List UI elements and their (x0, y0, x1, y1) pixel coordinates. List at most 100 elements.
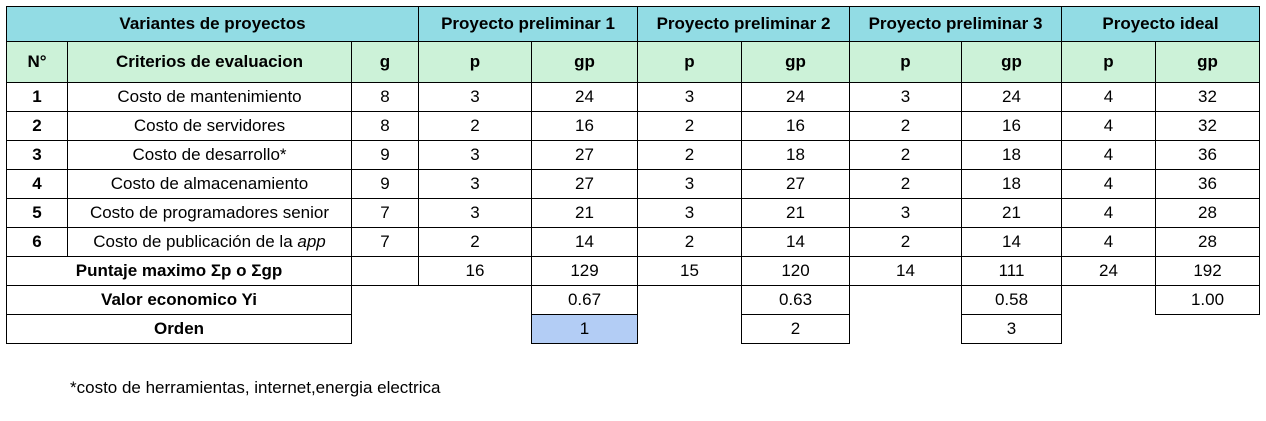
p-header: p (1061, 41, 1156, 83)
project-2-header: Proyecto preliminar 2 (637, 6, 850, 42)
score-cell: 18 (961, 140, 1062, 170)
score-cell: 2 (418, 227, 532, 257)
table-row: 5 Costo de programadores senior 7 3 21 3… (6, 198, 1260, 228)
p-header: p (418, 41, 532, 83)
header-row: Variantes de proyectos Proyecto prelimin… (6, 6, 1260, 42)
variants-header: Variantes de proyectos (6, 6, 419, 42)
orden-cell: 3 (961, 314, 1062, 344)
row-number: 2 (6, 111, 68, 141)
row-number: 5 (6, 198, 68, 228)
row-number: 4 (6, 169, 68, 199)
criterion-italic-text: app (297, 232, 326, 251)
subheader-row: N° Criterios de evaluacion g p gp p gp p… (6, 41, 1260, 83)
weight-cell: 7 (351, 227, 419, 257)
table-row: 6 Costo de publicación de la app 7 2 14 … (6, 227, 1260, 257)
score-cell: 14 (961, 227, 1062, 257)
valor-cell: 0.58 (961, 285, 1062, 315)
criterion-name: Costo de mantenimiento (67, 82, 352, 112)
score-cell: 3 (418, 198, 532, 228)
puntaje-cell: 111 (961, 256, 1062, 286)
criterion-text: Costo de publicación de la (93, 232, 298, 251)
g-header: g (351, 41, 419, 83)
weight-cell: 8 (351, 111, 419, 141)
puntaje-row: Puntaje maximo Σp o Σgp 16 129 15 120 14… (6, 256, 1260, 286)
score-cell: 2 (849, 111, 962, 141)
score-cell: 2 (849, 140, 962, 170)
criterion-name: Costo de almacenamiento (67, 169, 352, 199)
valor-cell: 1.00 (1155, 285, 1260, 315)
score-cell: 27 (531, 140, 638, 170)
score-cell: 4 (1061, 82, 1156, 112)
score-cell: 2 (418, 111, 532, 141)
score-cell: 36 (1155, 140, 1260, 170)
gp-header: gp (531, 41, 638, 83)
score-cell: 4 (1061, 227, 1156, 257)
criteria-header: Criterios de evaluacion (67, 41, 352, 83)
score-cell: 21 (531, 198, 638, 228)
score-cell: 28 (1155, 227, 1260, 257)
weight-cell: 9 (351, 140, 419, 170)
no-header: N° (6, 41, 68, 83)
score-cell: 18 (741, 140, 850, 170)
valor-label: Valor economico Yi (6, 285, 352, 315)
orden-cell-highlighted[interactable]: 1 (531, 314, 638, 344)
score-cell: 3 (418, 140, 532, 170)
score-cell: 27 (741, 169, 850, 199)
puntaje-cell: 129 (531, 256, 638, 286)
score-cell: 21 (741, 198, 850, 228)
score-cell: 16 (531, 111, 638, 141)
score-cell: 3 (418, 169, 532, 199)
project-1-header: Proyecto preliminar 1 (418, 6, 638, 42)
score-cell: 4 (1061, 198, 1156, 228)
score-cell: 4 (1061, 111, 1156, 141)
weight-cell: 7 (351, 198, 419, 228)
valor-row: Valor economico Yi 0.67 0.63 0.58 1.00 (6, 285, 1260, 315)
orden-label: Orden (6, 314, 352, 344)
puntaje-cell: 15 (637, 256, 742, 286)
score-cell: 14 (531, 227, 638, 257)
criterion-name: Costo de programadores senior (67, 198, 352, 228)
puntaje-label: Puntaje maximo Σp o Σgp (6, 256, 352, 286)
score-cell: 32 (1155, 111, 1260, 141)
score-cell: 16 (961, 111, 1062, 141)
empty-cell (351, 256, 419, 286)
score-cell: 36 (1155, 169, 1260, 199)
project-3-header: Proyecto preliminar 3 (849, 6, 1062, 42)
table-row: 4 Costo de almacenamiento 9 3 27 3 27 2 … (6, 169, 1260, 199)
score-cell: 4 (1061, 169, 1156, 199)
score-cell: 2 (637, 140, 742, 170)
project-ideal-header: Proyecto ideal (1061, 6, 1260, 42)
puntaje-cell: 192 (1155, 256, 1260, 286)
valor-cell: 0.67 (531, 285, 638, 315)
table-row: 1 Costo de mantenimiento 8 3 24 3 24 3 2… (6, 82, 1260, 112)
orden-cell: 2 (741, 314, 850, 344)
score-cell: 3 (849, 198, 962, 228)
gp-header: gp (961, 41, 1062, 83)
score-cell: 3 (849, 82, 962, 112)
criterion-name: Costo de desarrollo* (67, 140, 352, 170)
score-cell: 32 (1155, 82, 1260, 112)
row-number: 1 (6, 82, 68, 112)
score-cell: 2 (849, 227, 962, 257)
criterion-name: Costo de publicación de la app (67, 227, 352, 257)
puntaje-cell: 14 (849, 256, 962, 286)
score-cell: 3 (637, 198, 742, 228)
footnote: *costo de herramientas, internet,energia… (70, 378, 441, 397)
score-cell: 14 (741, 227, 850, 257)
score-cell: 24 (741, 82, 850, 112)
score-cell: 24 (531, 82, 638, 112)
score-cell: 3 (418, 82, 532, 112)
puntaje-cell: 120 (741, 256, 850, 286)
puntaje-cell: 24 (1061, 256, 1156, 286)
orden-row: Orden 1 2 3 (6, 314, 1260, 344)
gp-header: gp (1155, 41, 1260, 83)
weight-cell: 9 (351, 169, 419, 199)
score-cell: 18 (961, 169, 1062, 199)
score-cell: 4 (1061, 140, 1156, 170)
score-cell: 21 (961, 198, 1062, 228)
score-cell: 3 (637, 82, 742, 112)
table-row: 2 Costo de servidores 8 2 16 2 16 2 16 4… (6, 111, 1260, 141)
row-number: 3 (6, 140, 68, 170)
score-cell: 2 (637, 111, 742, 141)
score-cell: 27 (531, 169, 638, 199)
